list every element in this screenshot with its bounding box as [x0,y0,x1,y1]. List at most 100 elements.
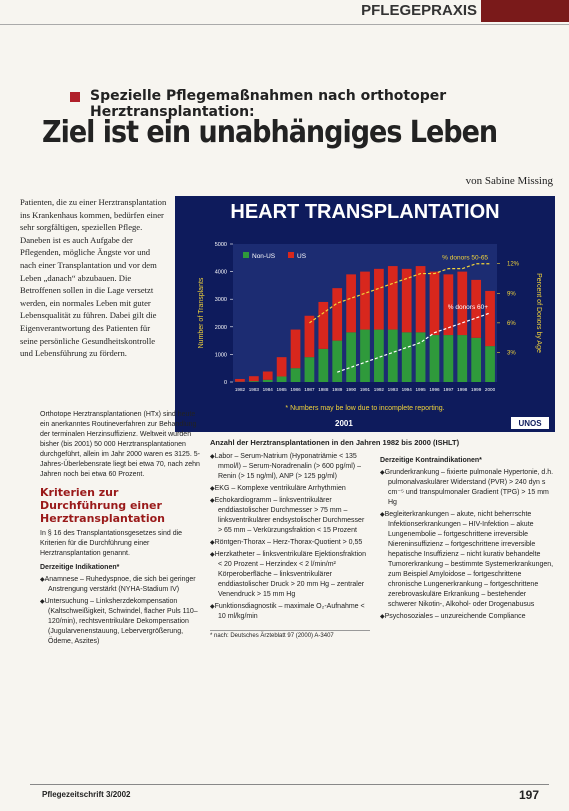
bar-segment [485,346,495,382]
logo-box [511,417,549,429]
x-tick-label: 1999 [471,387,482,392]
chart: HEART TRANSPLANTATION * Numbers may be l… [175,196,555,432]
bar-segment [443,274,454,336]
bar-segment [457,271,468,336]
y-tick-label: 0 [224,380,227,386]
bar-segment [471,279,482,338]
y2-tick-label: 6% [507,321,516,327]
y-tick-label: 3000 [215,297,227,303]
y2-tick-label: 12% [507,262,520,268]
section-label: PFLEGEPRAXIS [361,2,477,19]
list-item: Herzkatheter – linksventrikuläre Ejektio… [210,550,370,600]
x-tick-label: 1991 [360,387,371,392]
y-axis-label: Number of Transplants [198,277,205,348]
bar-segment [387,266,398,330]
bar-segment [248,381,259,382]
line-label: % donors 50-65 [442,255,488,262]
bar-segment [304,315,315,358]
chart-note: * Numbers may be low due to incomplete r… [285,405,444,412]
x-tick-label: 1990 [346,387,357,392]
y-tick-label: 5000 [215,242,227,248]
y2-tick-label: 3% [507,350,516,356]
legend-swatch [288,252,294,258]
x-tick-label: 1987 [304,387,315,392]
figure-caption: Anzahl der Herztransplantationen in den … [210,438,460,447]
x-tick-label: 1983 [249,387,260,392]
column: Orthotope Herztransplantationen (HTx) si… [40,410,200,649]
list-item: Anamnese – Ruhedyspnoe, die sich bei ger… [40,575,200,595]
subheading: Kriterien zur Durchführung einer Herztra… [40,486,165,525]
bar-segment [401,268,412,333]
legend-label: Non-US [252,253,276,260]
line-label: % donors 60+ [448,304,488,311]
list-item: Untersuchung – Linksherzdekompensation (… [40,597,200,647]
bar-segment [262,371,273,380]
bar-segment [429,271,440,336]
bar-segment [360,271,370,330]
bar-segment [290,329,301,369]
bar-segment [415,332,426,382]
x-tick-label: 1984 [263,387,274,392]
bar-segment [304,357,315,382]
footer-rule [30,784,549,785]
list-title: Derzeitige Kontraindikationen* [380,457,482,464]
x-tick-label: 1996 [429,387,440,392]
list-item: Psychosoziales – unzureichende Complianc… [380,612,555,622]
y-tick-label: 4000 [215,270,227,276]
year-label: 2001 [335,419,353,428]
bar-segment [290,368,301,382]
x-tick-label: 1993 [388,387,399,392]
chart-title: HEART TRANSPLANTATION [230,201,499,223]
x-tick-label: 1986 [290,387,301,392]
list-item: Labor – Serum-Natrium (Hyponatriämie < 1… [210,452,370,482]
bar-segment [415,266,426,333]
list-item: Grunderkrankung – fixierte pulmonale Hyp… [380,468,555,508]
y2-axis-label: Percent of Donors by Age [535,273,542,353]
line-series [309,263,491,324]
list-item: EKG – Komplexe ventrikuläre Arrhythmien [210,484,370,494]
bar-segment [360,329,370,382]
bar-segment [374,268,384,330]
intro: Patienten, die zu einer Herztransplantat… [20,197,167,359]
kicker-marker [70,92,80,102]
footnote: * nach: Deutsches Ärzteblatt 97 (2000) A… [210,630,370,641]
bar-segment [276,376,287,382]
line-series [337,312,491,373]
paragraph: In § 16 des Transplantationsgesetzes sin… [40,530,183,557]
bar-segment [332,288,343,341]
journal: Pflegezeitschrift 3/2002 [42,790,131,799]
y-tick-label: 2000 [215,325,227,331]
x-tick-label: 1995 [415,387,426,392]
bar-segment [276,357,287,377]
bar-segment [346,274,356,333]
legend-swatch [243,252,249,258]
x-tick-label: 1998 [457,387,468,392]
list-item: Echokardiogramm – linksventrikulärer end… [210,496,370,536]
bar-segment [401,332,412,382]
paragraph: Orthotope Herztransplantationen (HTx) si… [40,411,200,478]
y2-tick-label: 9% [507,291,516,297]
list-item: Röntgen-Thorax – Herz-Thorax-Quotient > … [210,538,370,548]
section-bar [481,0,569,22]
bar-segment [429,335,440,382]
bar-segment [387,329,398,382]
list-title: Derzeitige Indikationen* [40,564,120,571]
bar-segment [262,379,273,382]
list-item: Begleiterkrankungen – akute, nicht beher… [380,510,555,610]
x-tick-label: 1989 [332,387,343,392]
headline: Ziel ist ein unabhängiges Leben [42,115,498,150]
x-tick-label: 1985 [277,387,288,392]
y-tick-label: 1000 [215,352,227,358]
x-tick-label: 1988 [318,387,329,392]
x-tick-label: 1982 [235,387,246,392]
page-number: 197 [518,788,539,802]
x-tick-label: 1994 [402,387,413,392]
bar-segment [443,335,454,382]
x-tick-label: 2000 [485,387,496,392]
bar-segment [318,348,329,382]
bar-segment [248,376,259,382]
legend-label: US [297,253,307,260]
bar-segment [318,301,329,349]
x-tick-label: 1997 [443,387,454,392]
